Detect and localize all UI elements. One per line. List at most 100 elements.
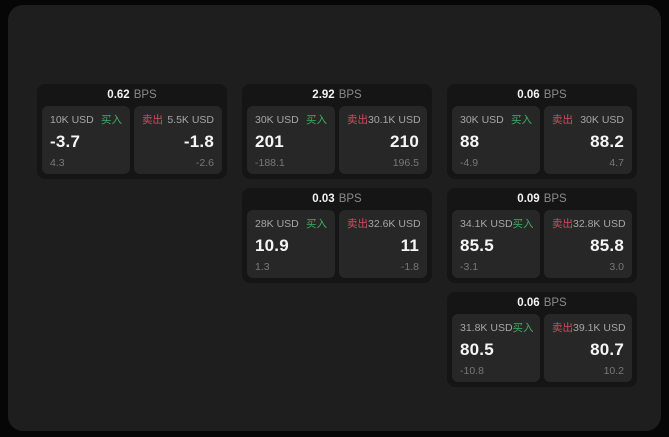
sell-sub-value: 196.5 bbox=[392, 157, 419, 169]
card-body: 34.1K USD 买入 85.5 -3.1 卖出 32.8K USD 85.8… bbox=[447, 210, 637, 283]
sell-amount: 5.5K USD bbox=[167, 113, 214, 126]
card-body: 10K USD 买入 -3.7 4.3 卖出 5.5K USD -1.8 -2.… bbox=[37, 106, 227, 179]
buy-panel-header: 34.1K USD 买入 bbox=[460, 216, 534, 231]
sell-price: 88.2 bbox=[590, 131, 624, 151]
buy-panel[interactable]: 31.8K USD 买入 80.5 -10.8 bbox=[452, 314, 540, 382]
buy-panel-header: 30K USD 买入 bbox=[460, 112, 532, 127]
buy-panel-header: 31.8K USD 买入 bbox=[460, 320, 534, 335]
sell-side-label: 卖出 bbox=[552, 218, 573, 230]
buy-sub-value: 1.3 bbox=[255, 261, 270, 273]
sell-price: 210 bbox=[390, 131, 419, 151]
bps-unit-label: BPS bbox=[543, 89, 567, 101]
buy-panel-header: 30K USD 买入 bbox=[255, 112, 327, 127]
buy-amount: 30K USD bbox=[460, 113, 504, 126]
buy-panel[interactable]: 10K USD 买入 -3.7 4.3 bbox=[42, 106, 130, 174]
sell-sub-value: 10.2 bbox=[603, 365, 624, 377]
card-header: 2.92 BPS bbox=[242, 84, 432, 106]
sell-panel-header: 卖出 5.5K USD bbox=[142, 112, 214, 127]
sell-panel[interactable]: 卖出 30.1K USD 210 196.5 bbox=[339, 106, 427, 174]
card-header: 0.06 BPS bbox=[447, 84, 637, 106]
sell-amount: 32.6K USD bbox=[368, 217, 421, 230]
bps-unit-label: BPS bbox=[543, 193, 567, 205]
buy-sub-value: -3.1 bbox=[460, 261, 479, 273]
quote-card: 0.62 BPS 10K USD 买入 -3.7 4.3 卖出 5.5K USD… bbox=[37, 84, 227, 179]
bps-value: 0.62 bbox=[107, 89, 130, 101]
buy-side-label: 买入 bbox=[306, 114, 327, 126]
sell-side-label: 卖出 bbox=[142, 114, 163, 126]
buy-panel[interactable]: 28K USD 买入 10.9 1.3 bbox=[247, 210, 335, 278]
sell-side-label: 卖出 bbox=[552, 322, 573, 334]
quote-grid: 0.62 BPS 10K USD 买入 -3.7 4.3 卖出 5.5K USD… bbox=[37, 84, 637, 387]
buy-amount: 28K USD bbox=[255, 217, 299, 230]
bps-unit-label: BPS bbox=[543, 297, 567, 309]
sell-price: -1.8 bbox=[183, 131, 214, 151]
sell-price: 80.7 bbox=[590, 339, 624, 359]
sell-sub-value: 4.7 bbox=[609, 157, 624, 169]
sell-panel[interactable]: 卖出 32.8K USD 85.8 3.0 bbox=[544, 210, 632, 278]
buy-price: 80.5 bbox=[460, 339, 494, 359]
sell-amount: 30.1K USD bbox=[368, 113, 421, 126]
buy-price: 85.5 bbox=[460, 235, 494, 255]
bps-unit-label: BPS bbox=[338, 193, 362, 205]
buy-sub-value: -188.1 bbox=[255, 157, 285, 169]
bps-value: 0.06 bbox=[517, 297, 540, 309]
sell-panel[interactable]: 卖出 39.1K USD 80.7 10.2 bbox=[544, 314, 632, 382]
buy-sub-value: -10.8 bbox=[460, 365, 484, 377]
buy-price: 88 bbox=[460, 131, 480, 151]
card-header: 0.62 BPS bbox=[37, 84, 227, 106]
sell-side-label: 卖出 bbox=[347, 114, 368, 126]
bps-value: 0.06 bbox=[517, 89, 540, 101]
sell-sub-value: 3.0 bbox=[609, 261, 624, 273]
buy-side-label: 买入 bbox=[512, 322, 534, 334]
buy-panel-header: 28K USD 买入 bbox=[255, 216, 327, 231]
buy-sub-value: -4.9 bbox=[460, 157, 479, 169]
buy-panel[interactable]: 34.1K USD 买入 85.5 -3.1 bbox=[452, 210, 540, 278]
buy-panel[interactable]: 30K USD 买入 201 -188.1 bbox=[247, 106, 335, 174]
sell-panel-header: 卖出 30K USD bbox=[552, 112, 624, 127]
sell-side-label: 卖出 bbox=[347, 218, 368, 230]
bps-value: 0.09 bbox=[517, 193, 540, 205]
sell-panel-header: 卖出 39.1K USD bbox=[552, 320, 626, 335]
buy-price: 10.9 bbox=[255, 235, 289, 255]
sell-panel[interactable]: 卖出 30K USD 88.2 4.7 bbox=[544, 106, 632, 174]
quote-card: 0.06 BPS 30K USD 买入 88 -4.9 卖出 30K USD 8… bbox=[447, 84, 637, 179]
buy-panel-header: 10K USD 买入 bbox=[50, 112, 122, 127]
quote-card: 0.03 BPS 28K USD 买入 10.9 1.3 卖出 32.6K US… bbox=[242, 188, 432, 283]
card-header: 0.09 BPS bbox=[447, 188, 637, 210]
sell-amount: 32.8K USD bbox=[573, 217, 626, 230]
quote-card: 2.92 BPS 30K USD 买入 201 -188.1 卖出 30.1K … bbox=[242, 84, 432, 179]
sell-panel-header: 卖出 30.1K USD bbox=[347, 112, 421, 127]
sell-panel[interactable]: 卖出 5.5K USD -1.8 -2.6 bbox=[134, 106, 222, 174]
buy-side-label: 买入 bbox=[306, 218, 327, 230]
sell-panel-header: 卖出 32.8K USD bbox=[552, 216, 626, 231]
bps-unit-label: BPS bbox=[338, 89, 362, 101]
card-header: 0.03 BPS bbox=[242, 188, 432, 210]
buy-amount: 31.8K USD bbox=[460, 321, 513, 334]
quote-card: 0.09 BPS 34.1K USD 买入 85.5 -3.1 卖出 32.8K… bbox=[447, 188, 637, 283]
buy-side-label: 买入 bbox=[511, 114, 532, 126]
card-header: 0.06 BPS bbox=[447, 292, 637, 314]
sell-sub-value: -1.8 bbox=[400, 261, 419, 273]
buy-panel[interactable]: 30K USD 买入 88 -4.9 bbox=[452, 106, 540, 174]
buy-side-label: 买入 bbox=[512, 218, 534, 230]
buy-side-label: 买入 bbox=[101, 114, 122, 126]
sell-panel-header: 卖出 32.6K USD bbox=[347, 216, 421, 231]
card-body: 31.8K USD 买入 80.5 -10.8 卖出 39.1K USD 80.… bbox=[447, 314, 637, 387]
card-body: 30K USD 买入 201 -188.1 卖出 30.1K USD 210 1… bbox=[242, 106, 432, 179]
card-body: 30K USD 买入 88 -4.9 卖出 30K USD 88.2 4.7 bbox=[447, 106, 637, 179]
buy-sub-value: 4.3 bbox=[50, 157, 65, 169]
quote-card: 0.06 BPS 31.8K USD 买入 80.5 -10.8 卖出 39.1… bbox=[447, 292, 637, 387]
buy-amount: 34.1K USD bbox=[460, 217, 513, 230]
bps-value: 2.92 bbox=[312, 89, 335, 101]
sell-panel[interactable]: 卖出 32.6K USD 11 -1.8 bbox=[339, 210, 427, 278]
sell-amount: 39.1K USD bbox=[573, 321, 626, 334]
sell-sub-value: -2.6 bbox=[195, 157, 214, 169]
sell-price: 85.8 bbox=[590, 235, 624, 255]
buy-price: 201 bbox=[255, 131, 284, 151]
bps-value: 0.03 bbox=[312, 193, 335, 205]
buy-price: -3.7 bbox=[50, 131, 81, 151]
buy-amount: 30K USD bbox=[255, 113, 299, 126]
sell-side-label: 卖出 bbox=[552, 114, 573, 126]
sell-price: 11 bbox=[400, 235, 419, 255]
